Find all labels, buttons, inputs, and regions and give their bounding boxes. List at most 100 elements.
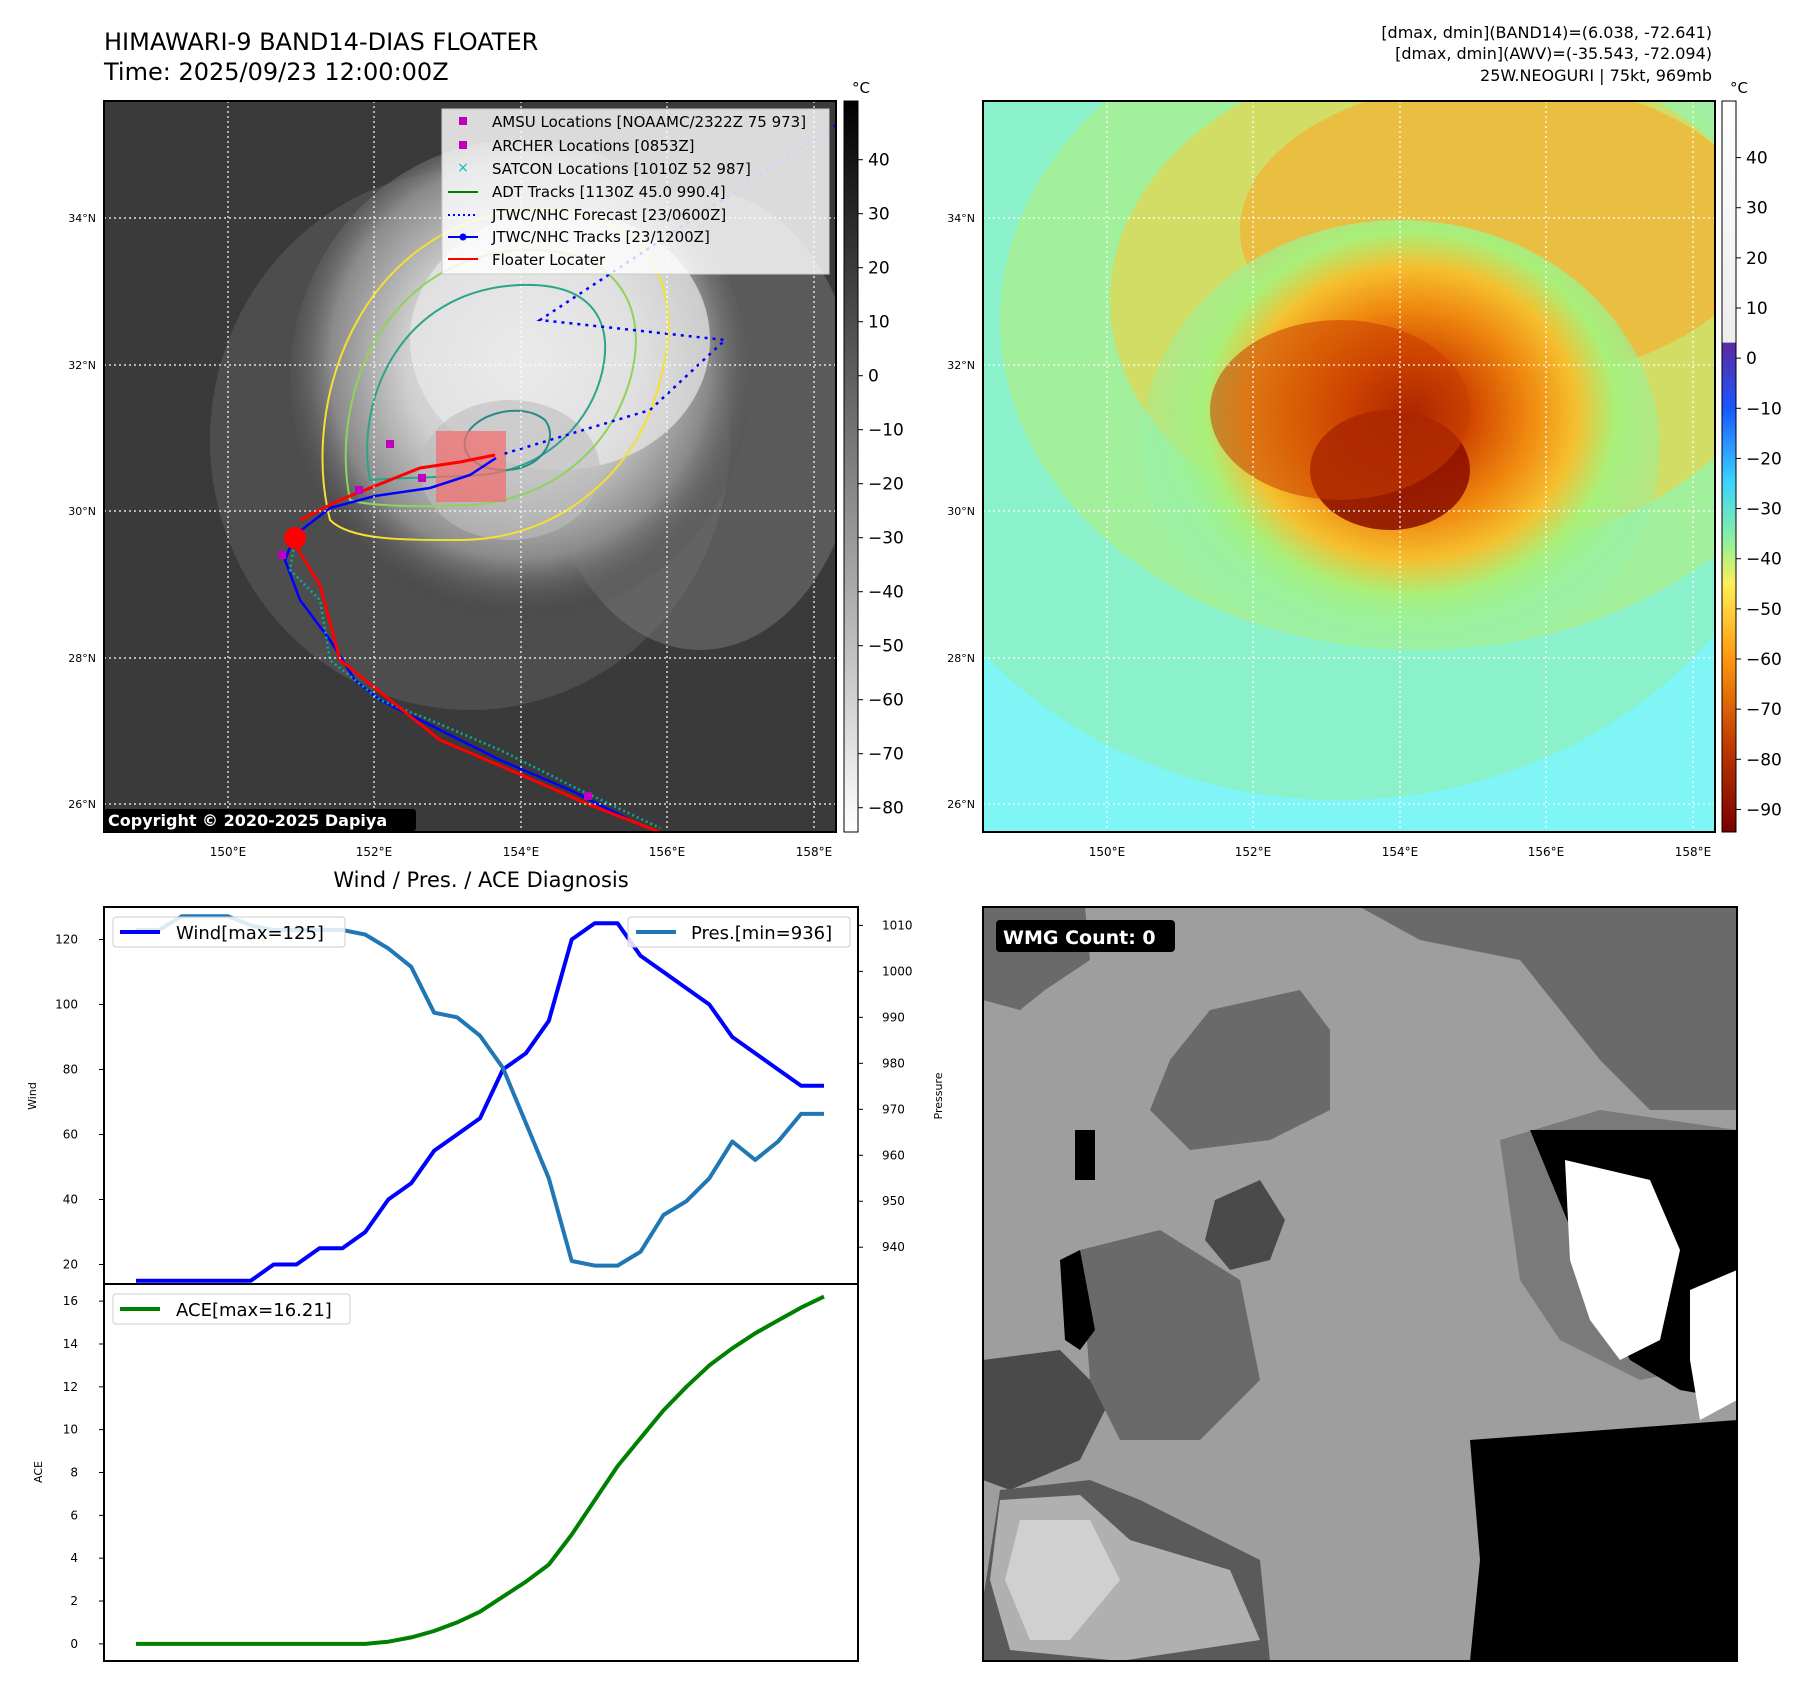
- ace-series-line: [136, 1294, 825, 1646]
- wv-lon-tick: 150°E: [1089, 845, 1126, 859]
- ace-tick-label: 4: [70, 1551, 78, 1565]
- pressure-axis-label: Pressure: [932, 1072, 945, 1119]
- wv-colorbar-tick-label: −70: [1746, 700, 1782, 720]
- figure-title-line1: HIMAWARI-9 BAND14-DIAS FLOATER: [104, 28, 538, 56]
- legend-label-adt: ADT Tracks [1130Z 45.0 990.4]: [492, 183, 726, 201]
- copyright-text: Copyright © 2020-2025 Dapiya: [108, 811, 387, 830]
- pressure-tick-label: 960: [882, 1148, 905, 1162]
- legend-marker-archer: [459, 141, 467, 149]
- pressure-legend-label: Pres.[min=936]: [691, 923, 832, 944]
- ir-colorbar-tick-label: 40: [868, 151, 890, 171]
- wv-colorbar-tick-label: 20: [1746, 249, 1768, 269]
- ace-tick-label: 16: [63, 1294, 78, 1308]
- ir-colorbar-tick-label: −30: [868, 529, 904, 549]
- ir-lat-tick: 32°N: [68, 359, 96, 372]
- wv-lat-tick: 30°N: [947, 505, 975, 518]
- ir-lat-tick: 28°N: [68, 652, 96, 665]
- ir-colorbar-tick-label: −60: [868, 691, 904, 711]
- wv-colorbar-tick-label: −10: [1746, 399, 1782, 419]
- ace-tick-label: 12: [63, 1380, 78, 1394]
- wv-lat-tick: 34°N: [947, 212, 975, 225]
- diagnosis-title: Wind / Pres. / ACE Diagnosis: [333, 868, 628, 892]
- ir-colorbar-tick-label: −50: [868, 637, 904, 657]
- wv-satellite-map: [982, 100, 1716, 833]
- wv-colorbar-tick-label: −40: [1746, 550, 1782, 570]
- wv-colorbar-tick-label: −90: [1746, 800, 1782, 820]
- wv-lon-tick: 156°E: [1528, 845, 1565, 859]
- legend-marker-tracks-dot: [459, 233, 467, 241]
- ace-tick-label: 14: [63, 1337, 78, 1351]
- ir-colorbar-tick-label: 30: [868, 205, 890, 225]
- ir-colorbar: °C 40 30 20 10 0 −10 −20 −30 −40 −50 −60 −70 −80: [843, 79, 904, 833]
- wv-colorbar-tick-label: 0: [1746, 349, 1757, 369]
- ir-lon-tick: 156°E: [649, 845, 686, 859]
- wv-colorbar-unit: °C: [1730, 79, 1748, 97]
- ir-lon-tick: 152°E: [356, 845, 393, 859]
- pressure-tick-label: 970: [882, 1102, 905, 1116]
- wv-colorbar-tick-label: −80: [1746, 750, 1782, 770]
- wind-tick-label: 60: [63, 1128, 78, 1142]
- ace-tick-label: 2: [70, 1594, 78, 1608]
- wv-lon-ticks: 150°E 152°E 154°E 156°E 158°E: [1089, 845, 1712, 859]
- ace-tick-label: 10: [63, 1423, 78, 1437]
- ir-legend: AMSU Locations [NOAAMC/2322Z 75 973] ARC…: [441, 108, 830, 275]
- wind-legend: Wind[max=125]: [112, 916, 346, 948]
- wind-series-line: [136, 921, 824, 1283]
- ace-tick-label: 0: [70, 1637, 78, 1651]
- ir-lon-ticks: 150°E 152°E 154°E 156°E 158°E: [210, 845, 833, 859]
- ir-lon-tick: 154°E: [503, 845, 540, 859]
- legend-label-tracks: JTWC/NHC Tracks [23/1200Z]: [491, 228, 710, 246]
- wmg-count-label: WMG Count: 0: [1003, 927, 1156, 949]
- wind-axis-label: Wind: [26, 1082, 39, 1110]
- ir-lon-tick: 158°E: [796, 845, 833, 859]
- ir-colorbar-tick-label: −20: [868, 475, 904, 495]
- ace-legend-label: ACE[max=16.21]: [176, 1300, 332, 1321]
- pressure-tick-label: 1010: [882, 918, 913, 932]
- copyright-badge: Copyright © 2020-2025 Dapiya: [104, 809, 416, 831]
- wv-lat-tick: 32°N: [947, 359, 975, 372]
- ir-lat-tick: 30°N: [68, 505, 96, 518]
- pressure-tick-label: 990: [882, 1010, 905, 1024]
- legend-label-amsu: AMSU Locations [NOAAMC/2322Z 75 973]: [492, 113, 806, 131]
- ir-colorbar-tick-label: −10: [868, 421, 904, 441]
- wv-colorbar-tick-label: 10: [1746, 299, 1768, 319]
- wv-colorbar-tick-label: −60: [1746, 650, 1782, 670]
- wv-lat-tick: 26°N: [947, 798, 975, 811]
- wv-lat-tick: 28°N: [947, 652, 975, 665]
- legend-marker-amsu: [459, 117, 467, 125]
- legend-label-forecast: JTWC/NHC Forecast [23/0600Z]: [491, 206, 726, 224]
- wv-colorbar-tick-label: −20: [1746, 449, 1782, 469]
- wind-tick-label: 40: [63, 1193, 78, 1207]
- wind-pressure-chart: 20 40 60 80 100 120 940 950 960 970 980 990 1000 101…: [26, 906, 945, 1285]
- ace-tick-label: 8: [70, 1466, 78, 1480]
- pressure-tick-label: 1000: [882, 964, 913, 978]
- ir-lat-tick: 34°N: [68, 212, 96, 225]
- wv-colorbar-tick-label: −50: [1746, 600, 1782, 620]
- ace-axis-label: ACE: [32, 1461, 45, 1483]
- pressure-legend: Pres.[min=936]: [627, 916, 851, 948]
- wv-lon-tick: 152°E: [1235, 845, 1272, 859]
- pressure-tick-label: 950: [882, 1194, 905, 1208]
- wind-tick-label: 20: [63, 1258, 78, 1272]
- wv-colorbar: °C 40 30 20 10 0 −10 −20 −30 −40 −50 −60 −70 −80 −90: [1721, 79, 1782, 833]
- ir-colorbar-tick-label: 10: [868, 313, 890, 333]
- ir-colorbar-tick-label: −70: [868, 745, 904, 765]
- legend-label-archer: ARCHER Locations [0853Z]: [492, 137, 695, 155]
- wind-tick-label: 120: [55, 933, 78, 947]
- legend-label-satcon: SATCON Locations [1010Z 52 987]: [492, 160, 751, 178]
- wmg-count-badge: [996, 920, 1175, 952]
- info-line2: [dmax, dmin](AWV)=(-35.543, -72.094): [1395, 44, 1712, 63]
- pressure-tick-label: 940: [882, 1240, 905, 1254]
- ace-legend: ACE[max=16.21]: [112, 1293, 351, 1325]
- legend-marker-satcon: ×: [457, 160, 469, 176]
- ir-lat-ticks: 34°N 32°N 30°N 28°N 26°N: [68, 212, 96, 811]
- wv-lon-tick: 158°E: [1675, 845, 1712, 859]
- wmg-panel: WMG Count: 0: [982, 906, 1738, 1662]
- wind-tick-label: 100: [55, 998, 78, 1012]
- ace-chart: 0 2 4 6 8 10 12 14 16 ACE ACE[max=16.21]: [32, 1283, 859, 1662]
- ir-colorbar-tick-label: 0: [868, 367, 879, 387]
- info-line3: 25W.NEOGURI | 75kt, 969mb: [1480, 66, 1712, 85]
- ir-lon-tick: 150°E: [210, 845, 247, 859]
- ir-colorbar-unit: °C: [852, 79, 870, 97]
- wind-legend-label: Wind[max=125]: [176, 923, 324, 944]
